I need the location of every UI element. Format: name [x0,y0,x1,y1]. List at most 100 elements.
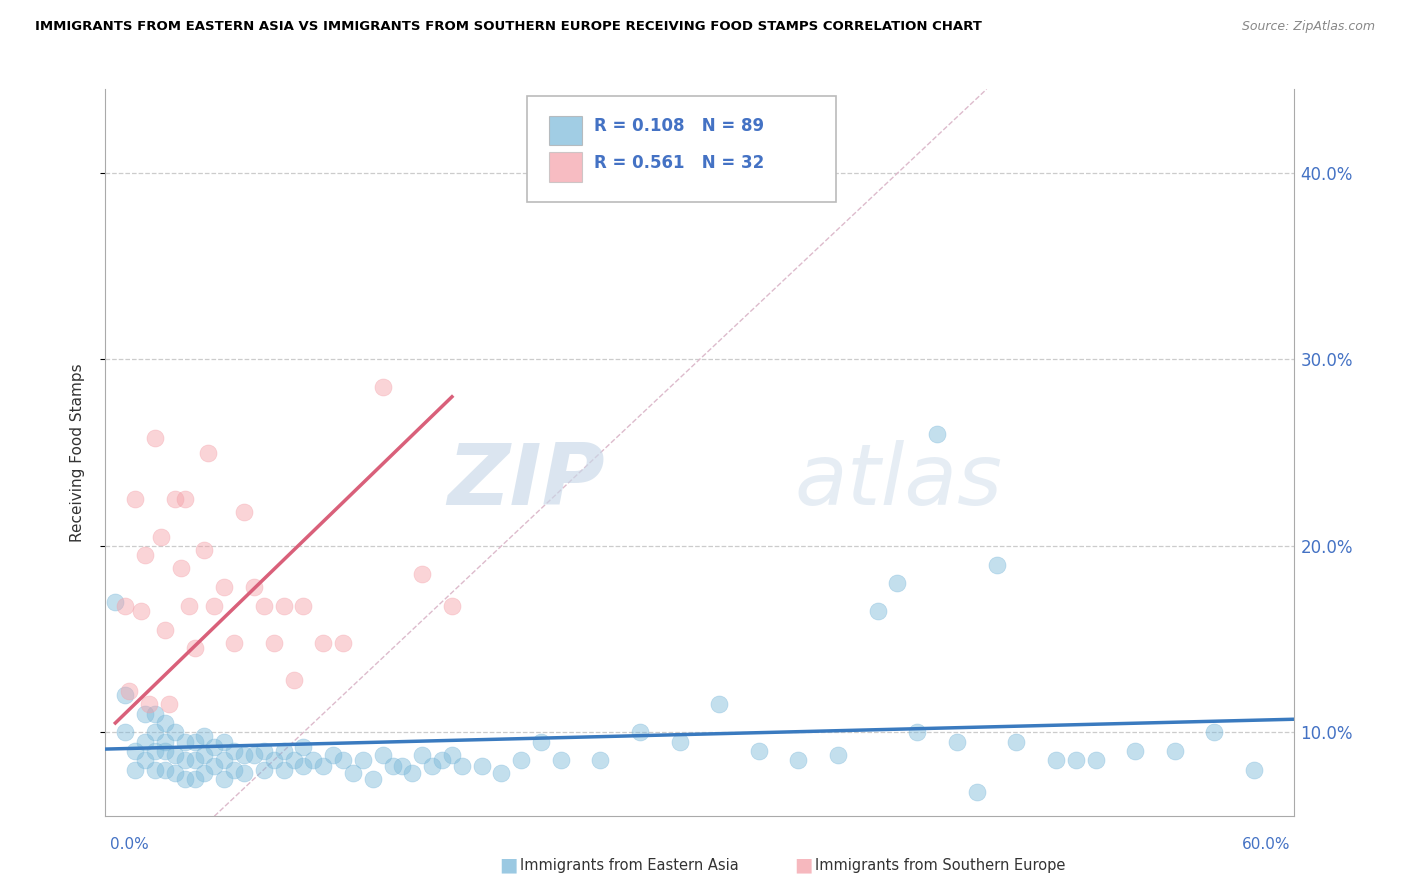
Point [312,636,335,650]
Text: ■: ■ [794,855,813,875]
Point [292,599,315,613]
Point [391,759,413,773]
Point [273,763,295,777]
Point [352,753,374,767]
Text: 60.0%: 60.0% [1243,838,1291,852]
Point [143,763,166,777]
Point [153,763,176,777]
Text: Immigrants from Eastern Asia: Immigrants from Eastern Asia [520,858,740,872]
Point [202,759,225,773]
Point [243,580,266,594]
FancyBboxPatch shape [527,96,837,202]
Point [263,636,285,650]
Point [491,766,513,780]
Point [134,753,156,767]
Point [197,446,219,460]
Point [371,380,394,394]
Point [157,698,180,712]
Point [342,766,364,780]
Point [292,740,315,755]
Point [193,766,215,780]
Text: Immigrants from Southern Europe: Immigrants from Southern Europe [815,858,1066,872]
Point [173,734,195,748]
Point [668,734,690,748]
Point [440,599,463,613]
Point [118,684,141,698]
Text: R = 0.108   N = 89: R = 0.108 N = 89 [593,118,763,136]
Point [905,725,928,739]
Point [224,636,246,650]
Point [224,744,246,758]
Point [827,747,849,762]
Point [283,673,305,687]
Point [214,753,236,767]
FancyBboxPatch shape [548,153,582,182]
Point [273,599,295,613]
Point [233,747,256,762]
Point [173,772,195,786]
Point [530,734,553,748]
Text: ■: ■ [499,855,517,875]
Point [440,747,463,762]
Text: atlas: atlas [794,441,1002,524]
Point [1204,725,1226,739]
Point [193,729,215,743]
Point [163,766,186,780]
Text: IMMIGRANTS FROM EASTERN ASIA VS IMMIGRANTS FROM SOUTHERN EUROPE RECEIVING FOOD S: IMMIGRANTS FROM EASTERN ASIA VS IMMIGRAN… [35,20,981,33]
Point [312,759,335,773]
Point [709,698,731,712]
Point [450,759,472,773]
Point [322,747,344,762]
Point [138,698,160,712]
Point [153,623,176,637]
Point [163,492,186,507]
Point [946,734,969,748]
Point [866,604,889,618]
Point [143,744,166,758]
Point [371,747,394,762]
Point [153,716,176,731]
Point [411,747,433,762]
Text: ZIP: ZIP [447,441,605,524]
Point [748,744,770,758]
Point [1123,744,1146,758]
Point [628,725,651,739]
Point [193,747,215,762]
Point [143,725,166,739]
Point [202,599,225,613]
Point [173,492,195,507]
Point [361,772,384,786]
Point [214,772,236,786]
Point [253,763,276,777]
Point [1164,744,1187,758]
Point [1243,763,1265,777]
Point [886,576,908,591]
Point [134,706,156,721]
Point [233,766,256,780]
Point [124,492,146,507]
Point [787,753,810,767]
Point [1084,753,1107,767]
Point [149,530,172,544]
Point [510,753,533,767]
Point [550,753,572,767]
Point [1064,753,1087,767]
Point [183,772,205,786]
Point [183,641,205,656]
Point [193,542,215,557]
Point [381,759,404,773]
Point [134,734,156,748]
Point [253,744,276,758]
Point [986,558,1008,572]
Point [170,561,193,575]
Point [114,599,136,613]
Text: Source: ZipAtlas.com: Source: ZipAtlas.com [1241,20,1375,33]
Point [124,763,146,777]
Y-axis label: Receiving Food Stamps: Receiving Food Stamps [70,363,84,542]
Point [153,734,176,748]
Point [411,566,433,581]
Point [420,759,443,773]
Point [129,604,152,618]
Point [925,427,948,442]
Point [183,753,205,767]
